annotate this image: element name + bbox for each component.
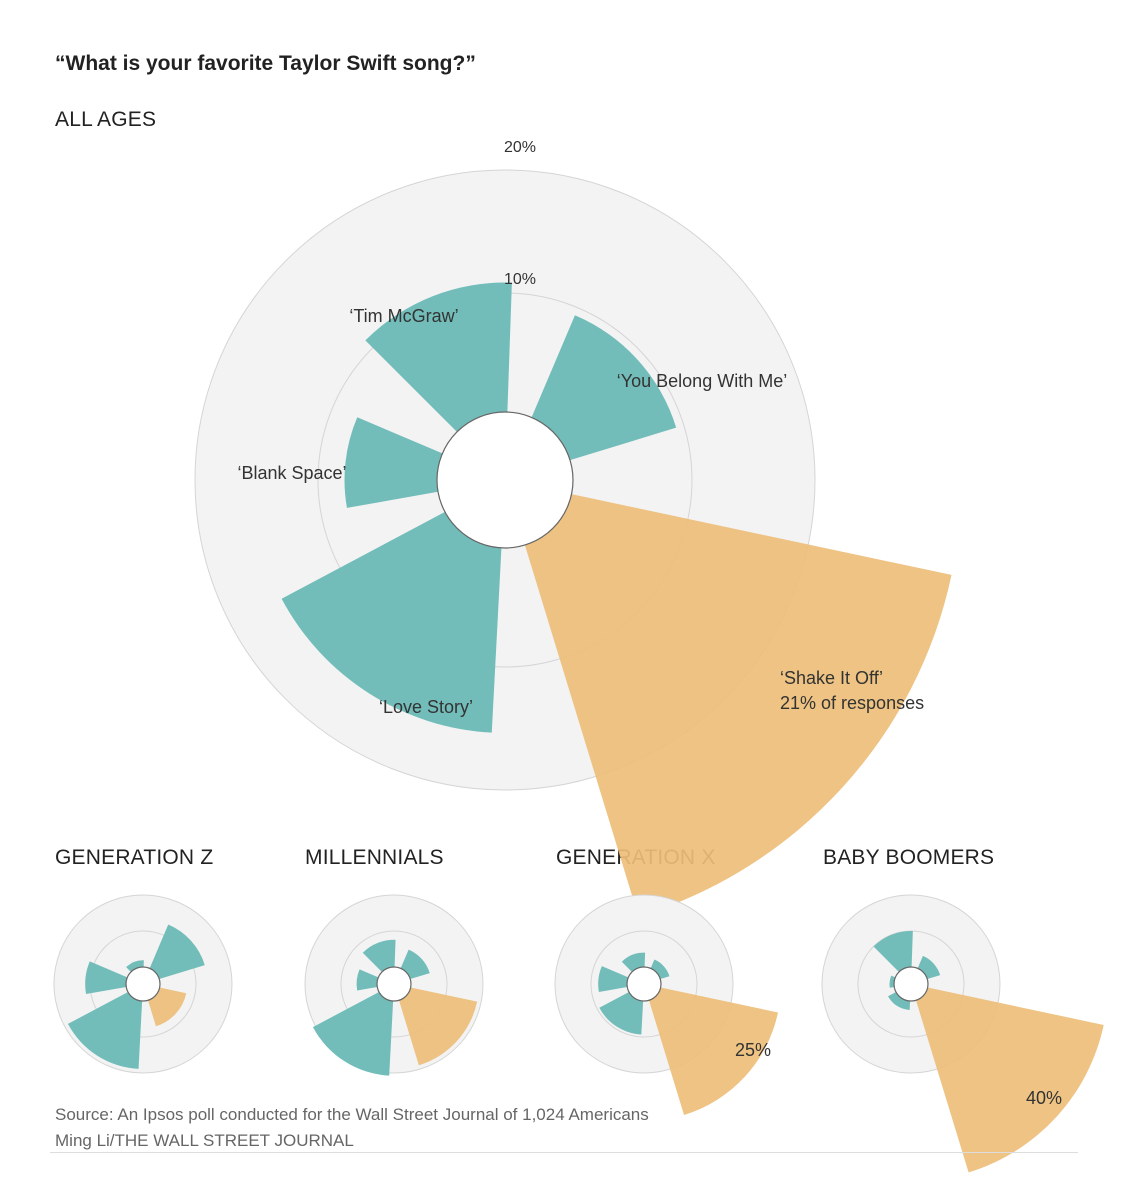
inner-grid-ring	[340, 930, 448, 1038]
baby-boomers-heading: BABY BOOMERS	[823, 846, 995, 869]
value-annotation: 40%	[1026, 1088, 1062, 1108]
bar-blank-space	[356, 969, 379, 991]
bar-shake-it-off	[915, 987, 1104, 1173]
bar-you-belong-with-me	[531, 315, 677, 461]
credit-line: Ming Li/THE WALL STREET JOURNAL	[55, 1131, 354, 1150]
bar-you-belong-with-me	[149, 924, 205, 980]
bar-shake-it-off	[524, 494, 952, 917]
bar-you-belong-with-me	[650, 959, 670, 980]
bar-you-belong-with-me	[917, 955, 941, 980]
bar-love-story	[312, 991, 394, 1076]
millennials-heading: MILLENNIALS	[305, 846, 444, 869]
grid-label-10: 10%	[504, 271, 536, 288]
bar-shake-it-off	[147, 987, 187, 1027]
bar-love-story	[67, 991, 143, 1069]
bottom-divider	[50, 1152, 1078, 1153]
bar-you-belong-with-me	[400, 949, 430, 980]
bar-love-story	[888, 991, 911, 1010]
chart-title: “What is your favorite Taylor Swift song…	[55, 52, 476, 75]
bar-love-story	[599, 991, 644, 1035]
center-hole	[125, 966, 161, 1002]
center-hole	[626, 966, 662, 1002]
category-label: ‘You Belong With Me’	[617, 371, 787, 391]
bar-tim-mcgraw	[362, 939, 396, 972]
bar-blank-space	[85, 961, 128, 995]
category-label: ‘Love Story’	[379, 697, 473, 717]
bar-blank-space	[344, 417, 443, 508]
category-label: ‘Shake It Off’	[780, 668, 883, 688]
value-annotation: 21% of responses	[780, 693, 924, 713]
bar-tim-mcgraw	[365, 282, 512, 432]
grid-label-20: 20%	[504, 139, 536, 156]
all-ages-heading: ALL AGES	[55, 108, 157, 131]
bar-shake-it-off	[648, 987, 779, 1116]
value-annotation: 25%	[735, 1040, 771, 1060]
inner-grid-ring	[590, 930, 698, 1038]
category-label: ‘Tim McGraw’	[349, 306, 458, 326]
category-label: ‘Blank Space’	[237, 463, 346, 483]
center-hole	[436, 411, 574, 549]
source-note: Source: An Ipsos poll conducted for the …	[55, 1105, 649, 1124]
bar-shake-it-off	[398, 987, 478, 1066]
bar-blank-space	[598, 966, 629, 992]
bar-tim-mcgraw	[873, 930, 913, 972]
center-hole	[893, 966, 929, 1002]
center-hole	[376, 966, 412, 1002]
generation-z-heading: GENERATION Z	[55, 846, 214, 869]
bar-love-story	[281, 511, 502, 733]
bar-tim-mcgraw	[126, 960, 144, 972]
